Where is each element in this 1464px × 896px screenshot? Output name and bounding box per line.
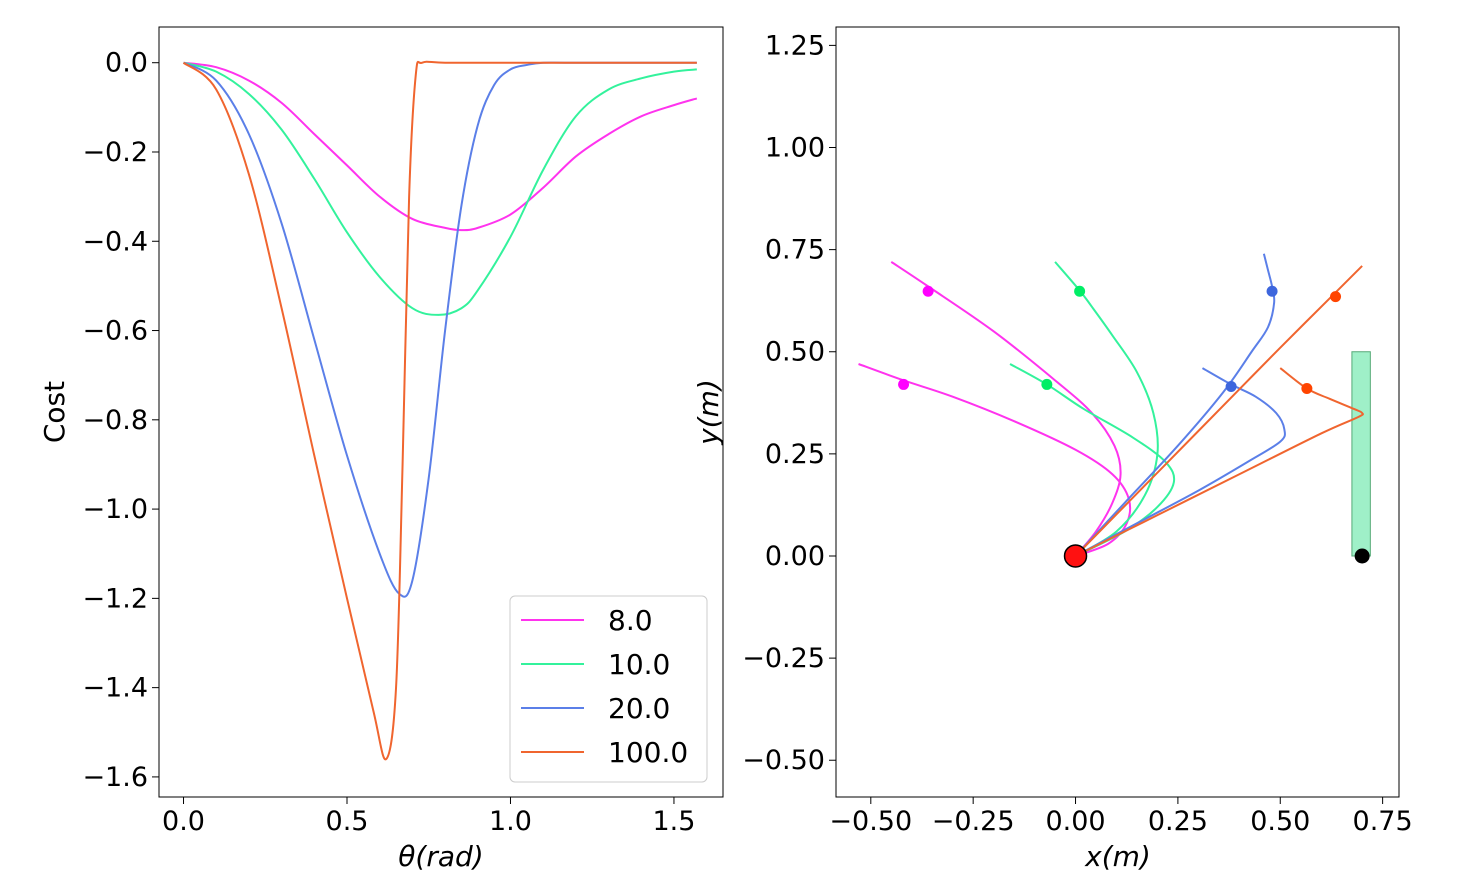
trajectory-x-ticks: −0.50 −0.25 0.00 0.25 0.50 0.75 [829, 797, 1413, 837]
trajectory-line [890, 261, 1122, 557]
cost-series-group [182, 60, 698, 761]
cost-y-tick-label: −1.6 [82, 762, 148, 793]
legend: 8.0 10.0 20.0 100.0 [509, 595, 708, 783]
trajectory-line [1074, 253, 1276, 557]
trajectory-y-tick-label: 0.00 [765, 541, 825, 572]
cost-x-tick-label: 0.0 [162, 806, 205, 837]
cost-y-tick-label: −0.6 [82, 316, 148, 347]
cost-y-tick-label: −0.2 [82, 137, 148, 168]
trajectory-x-tick-label: 0.50 [1250, 806, 1310, 837]
legend-label: 10.0 [608, 648, 670, 681]
cost-series-line-8.0 [183, 61, 698, 232]
cost-x-tick-label: 0.5 [326, 806, 369, 837]
cost-x-ticks: 0.0 0.5 1.0 1.5 [162, 797, 695, 837]
trajectory-y-ticks: −0.50 −0.25 0.00 0.25 0.50 0.75 1.00 1.25 [742, 30, 836, 776]
trajectory-x-tick-label: −0.50 [829, 806, 912, 837]
legend-label: 100.0 [608, 736, 688, 769]
trajectory-line [1054, 261, 1159, 557]
trajectory-y-tick-label: −0.25 [742, 643, 825, 674]
trajectory-line [1075, 367, 1364, 557]
cost-y-tick-label: 0.0 [105, 48, 148, 79]
trajectory-line [1075, 367, 1286, 557]
trajectory-y-tick-label: 0.25 [765, 439, 825, 470]
trajectory-x-tick-label: 0.00 [1045, 806, 1105, 837]
trajectory-y-tick-label: 0.50 [765, 337, 825, 368]
cost-x-axis-label: θ(rad) [398, 840, 483, 873]
cost-y-axis-label: Cost [38, 381, 71, 443]
trajectory-chart: −0.50 −0.25 0.00 0.25 0.50 0.75 −0.50 −0.25 0.0… [692, 26, 1413, 873]
trajectory-point-marker [1074, 285, 1086, 297]
cost-x-tick-label: 1.0 [489, 806, 532, 837]
trajectory-y-tick-label: 1.00 [765, 133, 825, 164]
trajectory-x-tick-label: 0.25 [1148, 806, 1208, 837]
cost-series-line-100.0 [182, 60, 697, 761]
trajectory-series-group [858, 253, 1364, 557]
obstacle-rect [1351, 351, 1371, 557]
trajectory-markers-group [898, 285, 1370, 568]
legend-label: 20.0 [608, 692, 670, 725]
trajectory-x-tick-label: 0.75 [1353, 806, 1413, 837]
cost-y-tick-label: −0.4 [82, 226, 148, 257]
cost-y-tick-label: −0.8 [82, 405, 148, 436]
origin-marker [1063, 544, 1088, 568]
cost-chart: 0.0 0.5 1.0 1.5 0.0 −0.2 −0.4 −0.6 −0.8 −1.0 −1.2… [38, 26, 724, 873]
trajectory-point-marker [1041, 378, 1053, 390]
trajectory-point-marker [1225, 380, 1237, 392]
cost-series-line-20.0 [183, 61, 697, 598]
trajectory-point-marker [898, 378, 910, 390]
cost-y-tick-label: −1.0 [82, 494, 148, 525]
obstacle-group [1351, 351, 1371, 557]
legend-box [509, 595, 708, 783]
trajectory-point-marker [922, 285, 934, 297]
cost-y-tick-label: −1.4 [82, 673, 148, 704]
legend-label: 8.0 [608, 604, 653, 637]
cost-y-tick-label: −1.2 [82, 583, 148, 614]
trajectory-x-tick-label: −0.25 [932, 806, 1015, 837]
trajectory-x-axis-label: x(m) [1084, 840, 1151, 873]
cost-x-tick-label: 1.5 [652, 806, 695, 837]
trajectory-line [1074, 265, 1363, 557]
trajectory-point-marker [1330, 291, 1342, 303]
goal-marker [1354, 548, 1370, 564]
trajectory-y-tick-label: 1.25 [765, 30, 825, 61]
cost-y-ticks: 0.0 −0.2 −0.4 −0.6 −0.8 −1.0 −1.2 −1.4 −1.6 [82, 48, 159, 793]
trajectory-y-tick-label: −0.50 [742, 745, 825, 776]
trajectory-y-axis-label: y(m) [692, 379, 725, 446]
trajectory-point-marker [1301, 383, 1313, 395]
trajectory-y-tick-label: 0.75 [765, 235, 825, 266]
cost-series-line-10.0 [183, 61, 697, 316]
trajectory-plot-frame [835, 26, 1400, 798]
trajectory-point-marker [1266, 285, 1278, 297]
